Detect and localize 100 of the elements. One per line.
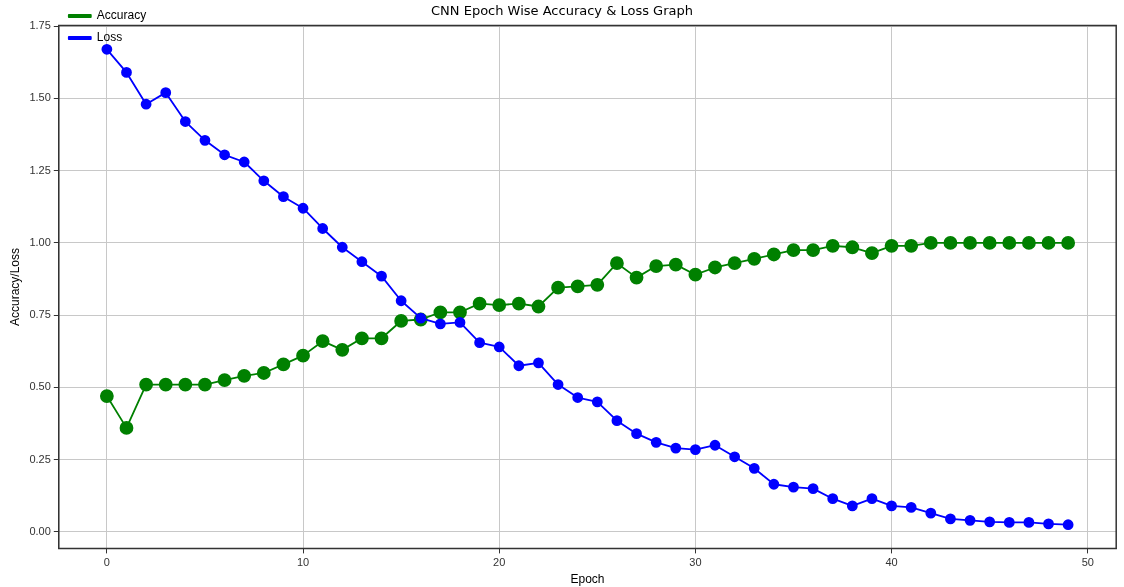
y-tick-label: 0.00: [29, 524, 51, 537]
point: [472, 296, 487, 311]
point: [1023, 516, 1035, 528]
y-tick-label: 1.25: [29, 163, 51, 176]
point: [943, 236, 958, 250]
point: [121, 67, 132, 78]
point: [217, 373, 232, 388]
y-tick-label: 1.50: [29, 91, 51, 104]
point: [552, 379, 564, 390]
point: [374, 331, 389, 346]
y-tick-label: 1.75: [29, 19, 51, 32]
x-tick-label: 20: [493, 556, 506, 569]
point: [611, 415, 623, 427]
point: [119, 420, 134, 435]
point: [768, 478, 780, 490]
point: [336, 241, 348, 253]
point: [492, 298, 507, 312]
point: [827, 493, 839, 505]
point: [748, 462, 760, 474]
point: [923, 236, 938, 250]
point: [709, 439, 721, 451]
point: [158, 377, 173, 392]
point: [649, 259, 664, 273]
point: [355, 331, 369, 346]
point: [727, 256, 742, 271]
point: [610, 256, 624, 271]
point: [1003, 516, 1015, 528]
point: [219, 149, 230, 161]
point: [474, 337, 486, 349]
legend-label: Loss: [96, 30, 123, 45]
point: [258, 175, 270, 187]
point: [99, 389, 114, 403]
point: [356, 256, 368, 268]
x-tick-label: 50: [1081, 556, 1094, 569]
point: [670, 442, 682, 454]
point: [747, 251, 762, 266]
point: [454, 317, 466, 328]
point: [846, 500, 858, 512]
point: [315, 334, 330, 349]
point: [238, 156, 250, 168]
point: [766, 247, 781, 262]
point: [1002, 236, 1017, 250]
point: [591, 396, 603, 408]
point: [629, 270, 644, 285]
point: [786, 243, 801, 258]
point: [296, 348, 310, 363]
point: [317, 223, 329, 234]
y-axis-title: Accuracy/Loss: [7, 247, 22, 327]
y-tick-label: 0.50: [29, 380, 51, 393]
point: [570, 279, 585, 294]
point: [825, 238, 840, 253]
point: [729, 451, 741, 463]
point: [845, 240, 860, 255]
x-tick-label: 30: [689, 556, 702, 569]
point: [434, 318, 446, 330]
point: [1062, 519, 1074, 531]
legend-label: Accuracy: [96, 8, 147, 23]
point: [963, 236, 977, 250]
x-tick-label: 0: [103, 556, 110, 569]
chart-title: CNN Epoch Wise Accuracy & Loss Graph: [431, 3, 693, 19]
point: [531, 299, 546, 314]
point: [140, 98, 152, 110]
point: [1043, 518, 1054, 530]
point: [256, 366, 271, 380]
point: [376, 270, 387, 282]
point: [650, 436, 662, 448]
point: [807, 483, 819, 494]
point: [276, 357, 291, 372]
point: [237, 368, 252, 383]
point: [160, 87, 172, 99]
point: [179, 116, 191, 127]
point: [788, 481, 799, 493]
point: [453, 305, 467, 320]
y-tick-label: 0.25: [29, 452, 51, 465]
point: [199, 134, 211, 146]
point: [533, 357, 544, 369]
point: [278, 191, 289, 203]
point: [884, 238, 899, 253]
x-tick-label: 10: [296, 556, 310, 569]
point: [198, 377, 212, 392]
point: [1041, 236, 1056, 250]
y-tick-label: 1.00: [29, 235, 51, 248]
point: [493, 341, 505, 353]
point: [964, 514, 976, 526]
point: [866, 493, 878, 505]
point: [690, 444, 701, 455]
point: [551, 280, 565, 295]
point: [1061, 236, 1076, 250]
x-tick-label: 40: [885, 556, 898, 569]
point: [1022, 236, 1036, 250]
point: [806, 243, 821, 258]
point: [178, 377, 193, 392]
point: [925, 507, 937, 519]
point: [139, 377, 154, 392]
point: [886, 500, 897, 512]
point: [982, 236, 997, 250]
x-axis-title: Epoch: [570, 572, 605, 587]
point: [335, 342, 350, 357]
point: [395, 295, 407, 307]
y-tick-label: 0.75: [29, 308, 51, 321]
